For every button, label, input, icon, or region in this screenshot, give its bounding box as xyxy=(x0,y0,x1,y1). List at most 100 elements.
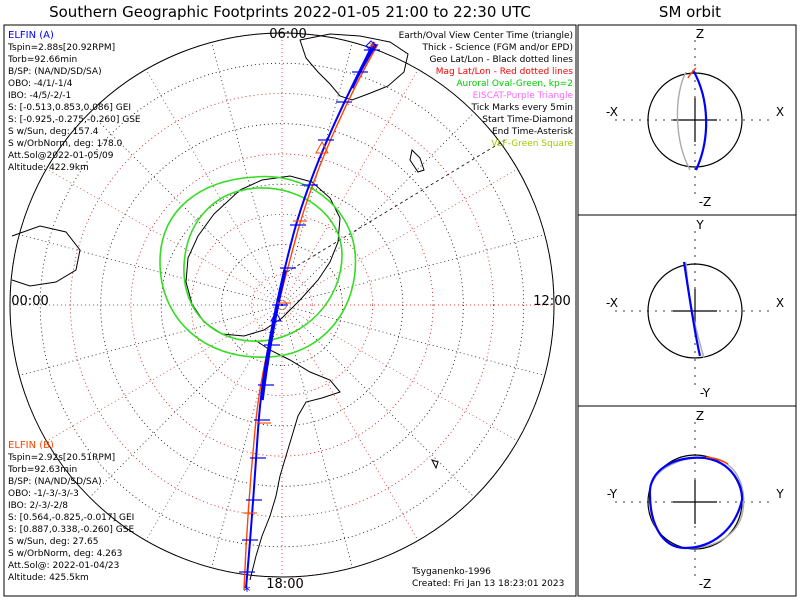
orbit-1-right: X xyxy=(776,105,784,119)
legend-item: Tick Marks every 5min xyxy=(471,103,573,113)
legend-item: VLF-Green Square xyxy=(491,139,573,149)
elfin-a-science-segment xyxy=(260,269,287,401)
legend-item: EISCAT-Purple Triangle xyxy=(473,91,574,101)
elfin-b-line: S: [0.887,0.338,-0.260] GSE xyxy=(8,525,134,535)
antarctica-outline xyxy=(185,175,341,337)
elfin-a-start-diamond xyxy=(365,40,377,52)
orbit-1-top: Z xyxy=(696,27,704,41)
south-america-outline xyxy=(249,339,341,581)
orbit-2-top: Y xyxy=(695,218,704,232)
orbit-title: SM orbit xyxy=(659,3,721,21)
orbit-1-left: -X xyxy=(606,105,618,119)
auroral-oval-inner xyxy=(183,187,343,342)
orbit-panel xyxy=(615,422,775,582)
lon-line xyxy=(145,304,283,541)
orbit-3-top: Z xyxy=(696,409,704,423)
orbit-panel xyxy=(615,231,775,391)
map-boundary xyxy=(9,32,555,578)
legend-item: End Time-Asterisk xyxy=(492,127,574,137)
elfin-a-line: IBO: -4/5/-2/-1 xyxy=(8,91,71,101)
elfin-a-track xyxy=(245,41,375,589)
created-label: Created: Fri Jan 13 18:23:01 2023 xyxy=(412,579,564,589)
lt-label-top: 06:00 xyxy=(269,27,306,42)
continent-outlines xyxy=(11,33,439,581)
islands-outline xyxy=(431,459,439,470)
elfin-a-line: S w/Sun, deg: 157.4 xyxy=(8,127,99,137)
lon-line xyxy=(19,234,283,306)
elfin-a-center-triangle xyxy=(270,310,282,322)
new-zealand-outline xyxy=(409,148,425,173)
lon-line xyxy=(89,304,283,498)
elfin-a-line: S: [-0.513,0.853,0.086] GEI xyxy=(8,103,131,113)
lon-line xyxy=(281,304,545,376)
lon-line xyxy=(211,304,283,568)
elfin-a-info: ELFIN (A) Tspin=2.88s[20.92RPM] Torb=92.… xyxy=(7,30,141,173)
model-label: Tsyganenko-1996 xyxy=(411,567,491,577)
elfin-a-line: Altitude: 422.9km xyxy=(8,163,89,173)
legend-item: Geo Lat/Lon - Black dotted lines xyxy=(429,55,573,65)
elfin-a-line: Torb=92.66min xyxy=(7,55,77,65)
africa-outline xyxy=(11,225,81,287)
legend-item: Thick - Science (FGM and/or EPD) xyxy=(422,43,573,53)
legend-item: Auroral Oval-Green, kp=2 xyxy=(456,79,573,89)
lt-label-left: 00:00 xyxy=(11,294,48,309)
lat-circle xyxy=(130,153,434,457)
orbit-frame xyxy=(577,24,797,597)
orbit-2-a-track xyxy=(682,261,702,357)
elfin-a-line: B/SP: (NA/ND/SD/SA) xyxy=(8,67,102,77)
lon-line xyxy=(281,304,419,541)
elfin-b-line: Att.Sol@: 2022-01-04/23 xyxy=(8,561,119,571)
lat-circle xyxy=(39,62,525,548)
orbit-1-b-track xyxy=(676,71,691,171)
satellite-tracks: ** xyxy=(239,40,380,600)
orbit-panels xyxy=(615,40,775,582)
lon-line xyxy=(46,304,283,442)
elfin-a-line: Tspin=2.88s[20.92RPM] xyxy=(7,43,115,53)
elfin-b-line: IBO: 2/-3/-2/8 xyxy=(8,501,68,511)
orbit-3-bottom: -Z xyxy=(699,577,712,591)
lat-circle xyxy=(70,93,494,517)
orbit-2-bottom: -Y xyxy=(700,386,711,400)
orbit-3-a-track xyxy=(648,456,744,550)
elfin-b-center-triangle xyxy=(315,140,329,154)
elfin-b-end-asterisk: * xyxy=(369,40,376,56)
orbit-panel xyxy=(615,40,775,200)
lt-label-bottom: 18:00 xyxy=(266,577,303,592)
lon-line xyxy=(211,42,283,306)
lon-line xyxy=(281,69,419,306)
view-guide-line xyxy=(281,139,506,276)
orbit-panel-labels: Z -Z -X X Y -Y -X X Z -Z -Y Y xyxy=(606,27,784,591)
lon-line xyxy=(281,304,353,568)
chart-title: Southern Geographic Footprints 2022-01-0… xyxy=(49,3,531,21)
legend-item: Mag Lat/Lon - Red dotted lines xyxy=(436,67,574,77)
lon-line xyxy=(281,234,545,306)
lon-line xyxy=(19,304,283,376)
orbit-1-b-segment xyxy=(687,67,697,79)
lon-line xyxy=(89,112,283,306)
lon-line xyxy=(281,168,518,306)
orbit-1-a-track xyxy=(692,69,708,171)
elfin-b-track xyxy=(243,43,379,591)
lon-line xyxy=(145,69,283,306)
elfin-b-line: Altitude: 425.5km xyxy=(8,573,89,583)
orbit-2-left: -X xyxy=(606,296,618,310)
lon-line xyxy=(281,304,518,442)
lat-circle xyxy=(251,274,313,336)
elfin-b-line: OBO: -1/-3/-3/-3 xyxy=(8,489,79,499)
elfin-b-line: S w/OrbNorm, deg: 4.263 xyxy=(8,549,122,559)
elfin-a-line: S: [-0.925,-0.275,-0.260] GSE xyxy=(8,115,141,125)
lon-line xyxy=(281,304,475,498)
elfin-b-info: ELFIN (B) Tspin=2.92s[20.51RPM] Torb=92.… xyxy=(7,440,134,583)
lt-label-right: 12:00 xyxy=(533,294,570,309)
elfin-b-line: S w/Sun, deg: 27.65 xyxy=(8,537,98,547)
elfin-a-name: ELFIN (A) xyxy=(8,30,54,41)
elfin-a-end-asterisk: * xyxy=(244,584,251,600)
elfin-b-name: ELFIN (B) xyxy=(8,440,54,451)
elfin-b-line: B/SP: (NA/ND/SD/SA) xyxy=(8,477,102,487)
orbit-3-right: Y xyxy=(775,487,784,501)
legend: Earth/Oval View Center Time (triangle) T… xyxy=(399,31,574,149)
elfin-a-line: S w/OrbNorm, deg: 178.0 xyxy=(8,139,123,149)
elfin-b-line: Torb=92.63min xyxy=(7,465,77,475)
orbit-3-b-segment xyxy=(705,456,729,465)
